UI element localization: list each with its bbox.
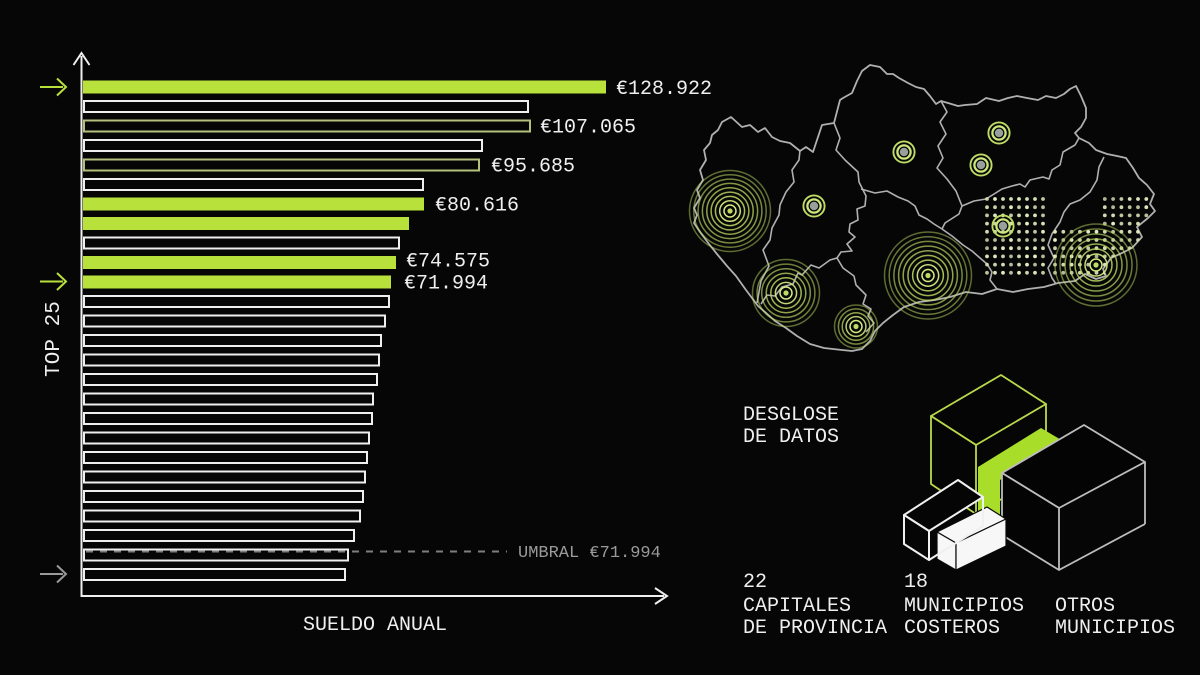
svg-text:€71.994: €71.994 — [404, 273, 488, 296]
svg-text:€80.616: €80.616 — [435, 195, 519, 218]
svg-text:€95.685: €95.685 — [491, 156, 575, 179]
svg-text:€128.922: €128.922 — [616, 78, 712, 101]
svg-text:TOP 25: TOP 25 — [43, 301, 66, 377]
svg-text:€74.575: €74.575 — [406, 251, 490, 274]
svg-text:MUNICIPIOS: MUNICIPIOS — [1055, 617, 1175, 640]
svg-text:SUELDO ANUAL: SUELDO ANUAL — [303, 614, 447, 637]
svg-text:22: 22 — [743, 571, 767, 594]
svg-text:DE DATOS: DE DATOS — [743, 426, 839, 449]
svg-text:OTROS: OTROS — [1055, 595, 1115, 618]
svg-text:DESGLOSE: DESGLOSE — [743, 404, 839, 427]
svg-text:€107.065: €107.065 — [540, 117, 636, 140]
svg-text:DE PROVINCIA: DE PROVINCIA — [743, 617, 887, 640]
svg-text:COSTEROS: COSTEROS — [904, 617, 1000, 640]
svg-text:18: 18 — [904, 571, 928, 594]
svg-text:CAPITALES: CAPITALES — [743, 595, 851, 618]
svg-text:UMBRAL €71.994: UMBRAL €71.994 — [518, 544, 661, 563]
svg-text:MUNICIPIOS: MUNICIPIOS — [904, 595, 1024, 618]
